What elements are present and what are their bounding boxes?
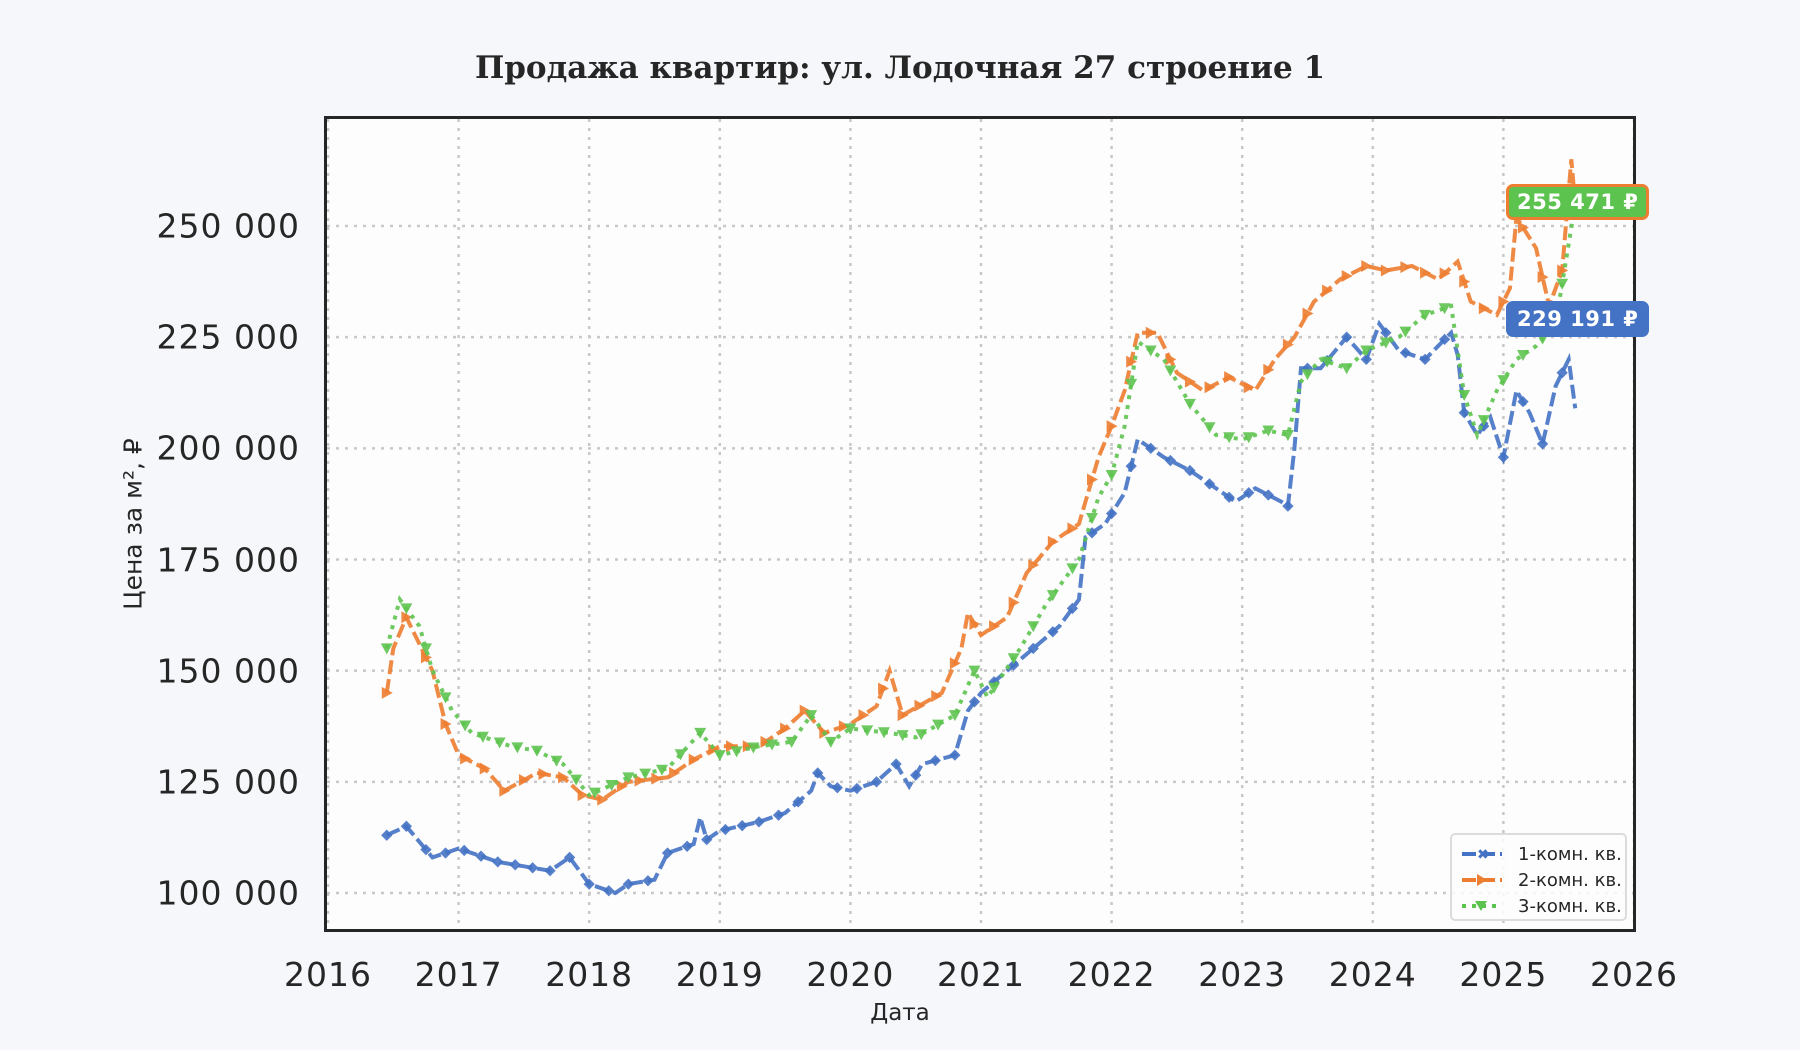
x-tick-label: 2019 xyxy=(675,955,764,994)
x-tick-label: 2022 xyxy=(1067,955,1156,994)
legend-item-3room: 3-комн. кв. xyxy=(1460,893,1622,919)
x-tick-label: 2020 xyxy=(806,955,895,994)
last-value-badge-1room: 229 191 ₽ xyxy=(1506,300,1650,337)
legend-item-1room: ✖ 1-комн. кв. xyxy=(1460,841,1622,867)
series-line-3 xyxy=(384,203,1578,798)
x-tick-label: 2017 xyxy=(414,955,503,994)
legend-marker-triangle-down-icon xyxy=(1462,901,1502,911)
plot-area xyxy=(324,116,1636,932)
y-tick-label: 150 000 xyxy=(156,651,300,691)
y-tick-label: 250 000 xyxy=(156,206,300,246)
x-tick-label: 2021 xyxy=(937,955,1025,994)
legend-marker-x-icon: ✖ xyxy=(1462,847,1502,861)
x-tick-label: 2016 xyxy=(284,955,372,994)
y-tick-label: 125 000 xyxy=(156,762,300,802)
y-tick-label: 225 000 xyxy=(156,317,300,357)
plot-canvas xyxy=(327,119,1633,929)
legend-label: 1-комн. кв. xyxy=(1518,843,1622,865)
legend-label: 3-комн. кв. xyxy=(1518,895,1622,917)
x-tick-label: 2024 xyxy=(1328,955,1417,994)
x-tick-label: 2025 xyxy=(1459,955,1548,994)
svg-text:✖: ✖ xyxy=(1477,847,1489,861)
legend: ✖ 1-комн. кв. 2-комн. кв. 3-комн. кв. xyxy=(1450,833,1627,921)
y-tick-label: 100 000 xyxy=(156,873,300,913)
chart-title: Продажа квартир: ул. Лодочная 27 строени… xyxy=(474,50,1326,86)
x-axis-label: Дата xyxy=(870,1000,930,1026)
y-tick-label: 175 000 xyxy=(156,540,300,579)
x-tick-label: 2023 xyxy=(1198,955,1287,994)
y-axis-label: Цена за м², ₽ xyxy=(118,438,148,610)
x-tick-label: 2026 xyxy=(1590,955,1678,994)
y-tick-label: 200 000 xyxy=(156,428,300,468)
legend-item-2room: 2-комн. кв. xyxy=(1460,867,1622,893)
last-value-badge-3room: 255 471 ₽ xyxy=(1506,183,1650,220)
x-tick-label: 2018 xyxy=(545,955,634,994)
series-line-1 xyxy=(385,319,1578,896)
legend-marker-triangle-right-icon xyxy=(1462,874,1502,886)
legend-label: 2-комн. кв. xyxy=(1518,869,1622,891)
